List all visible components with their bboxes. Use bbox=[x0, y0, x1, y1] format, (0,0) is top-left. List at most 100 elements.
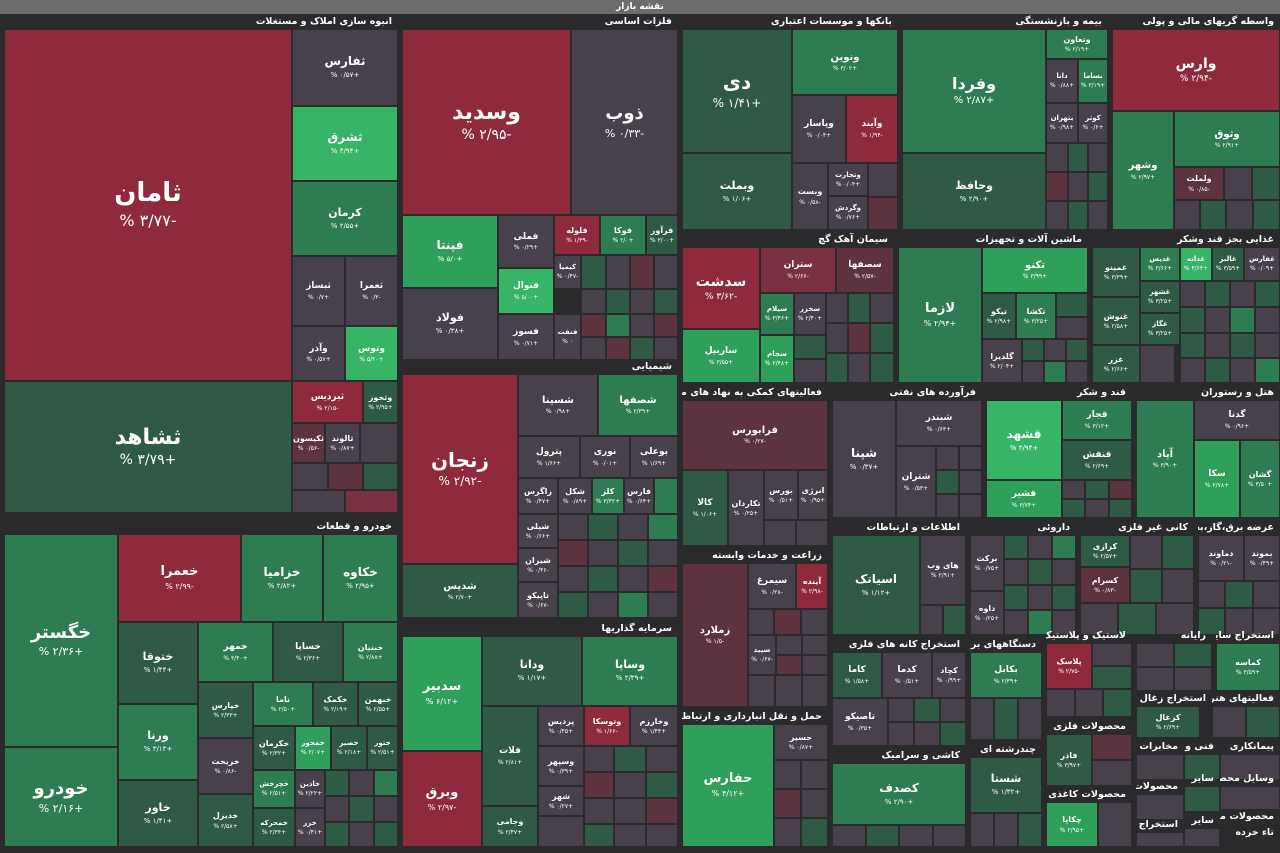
small-stock-tile[interactable] bbox=[1226, 200, 1253, 230]
small-stock-tile[interactable] bbox=[1130, 535, 1162, 569]
stock-tile[interactable]: سصفها -۲/۵۷ % bbox=[836, 247, 894, 293]
small-stock-tile[interactable] bbox=[325, 770, 349, 796]
small-stock-tile[interactable] bbox=[1075, 689, 1103, 717]
stock-tile[interactable]: ولملت -۰/۸۵ % bbox=[1174, 167, 1224, 200]
small-stock-tile[interactable] bbox=[1092, 760, 1132, 786]
small-stock-tile[interactable] bbox=[914, 698, 940, 722]
small-stock-tile[interactable] bbox=[1109, 480, 1132, 499]
small-stock-tile[interactable] bbox=[802, 655, 828, 675]
stock-tile[interactable]: وجامی +۲/۴۷ % bbox=[482, 806, 538, 847]
small-stock-tile[interactable] bbox=[1253, 200, 1280, 230]
small-stock-tile[interactable] bbox=[606, 289, 630, 314]
sector-header[interactable]: سایر bbox=[1191, 773, 1214, 784]
stock-tile[interactable]: غگاز +۳/۲۵ % bbox=[1140, 313, 1180, 345]
small-stock-tile[interactable] bbox=[774, 760, 801, 789]
small-stock-tile[interactable] bbox=[940, 698, 966, 722]
small-stock-tile[interactable] bbox=[1136, 667, 1174, 691]
small-stock-tile[interactable] bbox=[1046, 201, 1068, 230]
small-stock-tile[interactable] bbox=[1130, 569, 1162, 603]
stock-tile[interactable]: کاما +۱/۵۸ % bbox=[832, 652, 882, 698]
stock-tile[interactable]: وگردش +۰/۷۶ % bbox=[828, 196, 868, 230]
small-stock-tile[interactable] bbox=[1220, 786, 1280, 810]
stock-tile[interactable]: بتهران +۰/۹۸ % bbox=[1046, 103, 1078, 143]
small-stock-tile[interactable] bbox=[970, 813, 994, 847]
small-stock-tile[interactable] bbox=[933, 825, 966, 847]
stock-tile[interactable]: ورنا +۳/۱۳ % bbox=[118, 704, 198, 780]
small-stock-tile[interactable] bbox=[345, 490, 398, 513]
stock-tile[interactable]: سپید -۰/۶۷ % bbox=[748, 635, 776, 675]
small-stock-tile[interactable] bbox=[349, 796, 374, 822]
stock-tile[interactable]: شیران -۰/۴۶ % bbox=[518, 548, 558, 582]
stock-tile[interactable]: ثبساز +۰/۷ % bbox=[292, 256, 345, 326]
small-stock-tile[interactable] bbox=[646, 824, 678, 847]
stock-tile[interactable]: قجار +۳/۱۲ % bbox=[1062, 400, 1132, 440]
small-stock-tile[interactable] bbox=[646, 798, 678, 824]
small-stock-tile[interactable] bbox=[1140, 345, 1175, 383]
small-stock-tile[interactable] bbox=[848, 323, 870, 353]
stock-tile[interactable]: خکاوه +۲/۹۵ % bbox=[323, 534, 398, 622]
stock-tile[interactable]: ثبردیس -۲/۱۵ % bbox=[292, 381, 363, 423]
small-stock-tile[interactable] bbox=[1205, 281, 1230, 307]
stock-tile[interactable]: خساپا +۲/۳۶ % bbox=[273, 622, 343, 682]
small-stock-tile[interactable] bbox=[584, 798, 614, 824]
small-stock-tile[interactable] bbox=[618, 592, 648, 618]
stock-tile[interactable]: خودرو +۲/۱۶ % bbox=[4, 747, 118, 847]
small-stock-tile[interactable] bbox=[1028, 535, 1052, 559]
stock-tile[interactable]: ثکیسون -۰/۵۶ % bbox=[292, 423, 325, 463]
small-stock-tile[interactable] bbox=[630, 289, 654, 314]
small-stock-tile[interactable] bbox=[899, 825, 933, 847]
stock-tile[interactable]: وتعاون +۲/۱۹ % bbox=[1046, 29, 1108, 59]
small-stock-tile[interactable] bbox=[775, 675, 802, 707]
small-stock-tile[interactable] bbox=[1198, 581, 1225, 608]
small-stock-tile[interactable] bbox=[648, 566, 678, 592]
sector-header[interactable]: زراعت و خدمات وابسته bbox=[712, 550, 822, 561]
small-stock-tile[interactable] bbox=[1136, 832, 1184, 847]
stock-tile[interactable]: فپنتا +۵/۰ % bbox=[402, 215, 498, 288]
stock-tile[interactable]: فرابورس -۰/۲۷ % bbox=[682, 400, 828, 470]
stock-tile[interactable]: کدما +۰/۵۱ % bbox=[882, 652, 932, 698]
stock-tile[interactable]: تکنو +۳/۹۹ % bbox=[982, 247, 1088, 293]
stock-tile[interactable]: فملی +۰/۲۹ % bbox=[498, 215, 554, 268]
sector-header[interactable]: واسطه گریهای مالی و پولی bbox=[1142, 16, 1274, 27]
small-stock-tile[interactable] bbox=[363, 463, 398, 490]
stock-tile[interactable]: غنوش +۲/۵۸ % bbox=[1092, 297, 1140, 345]
small-stock-tile[interactable] bbox=[801, 818, 828, 847]
sector-header[interactable]: استخراج زغال bbox=[1139, 693, 1206, 704]
stock-tile[interactable]: تکاردان +۰/۲۵ % bbox=[728, 470, 764, 546]
small-stock-tile[interactable] bbox=[748, 675, 775, 707]
small-stock-tile[interactable] bbox=[1156, 603, 1194, 635]
small-stock-tile[interactable] bbox=[618, 540, 648, 566]
stock-tile[interactable]: وپاسار +۰/۰۴ % bbox=[792, 95, 846, 163]
small-stock-tile[interactable] bbox=[584, 824, 614, 847]
stock-tile[interactable]: بکابل +۲/۳۹ % bbox=[970, 652, 1042, 698]
small-stock-tile[interactable] bbox=[1092, 666, 1132, 689]
small-stock-tile[interactable] bbox=[1230, 333, 1255, 358]
stock-tile[interactable]: غدانه +۴/۶۴ % bbox=[1180, 247, 1212, 281]
sector-header[interactable]: قند و شکر bbox=[1077, 387, 1126, 398]
stock-tile[interactable]: سجام +۲/۴۸ % bbox=[760, 335, 794, 383]
stock-tile[interactable]: خاذین +۲/۲۲ % bbox=[295, 770, 325, 808]
small-stock-tile[interactable] bbox=[614, 746, 646, 772]
small-stock-tile[interactable] bbox=[1224, 167, 1252, 200]
sector-header[interactable]: فعالیتهای هنری bbox=[1212, 693, 1274, 704]
small-stock-tile[interactable] bbox=[1184, 828, 1220, 847]
stock-tile[interactable]: ودانا +۱/۱۷ % bbox=[482, 636, 582, 706]
small-stock-tile[interactable] bbox=[1092, 734, 1132, 760]
stock-tile[interactable]: فنفت ۰ % bbox=[554, 314, 581, 360]
small-stock-tile[interactable] bbox=[654, 289, 678, 314]
small-stock-tile[interactable] bbox=[1253, 608, 1280, 635]
small-stock-tile[interactable] bbox=[1200, 200, 1226, 230]
small-stock-tile[interactable] bbox=[1018, 698, 1042, 740]
small-stock-tile[interactable] bbox=[630, 314, 654, 337]
stock-tile[interactable]: سکا +۲/۷۸ % bbox=[1194, 440, 1240, 518]
sector-header[interactable]: خودرو و قطعات bbox=[316, 521, 392, 532]
small-stock-tile[interactable] bbox=[584, 772, 614, 798]
stock-tile[interactable]: کسرام -۰/۸۳ % bbox=[1080, 567, 1130, 603]
sector-header[interactable]: ماشین آلات و تجهیزات bbox=[975, 234, 1082, 245]
small-stock-tile[interactable] bbox=[1044, 361, 1066, 383]
small-stock-tile[interactable] bbox=[1085, 480, 1109, 499]
small-stock-tile[interactable] bbox=[558, 514, 588, 540]
small-stock-tile[interactable] bbox=[796, 520, 828, 546]
stock-tile[interactable]: زاگرس +۰/۴۷ % bbox=[518, 478, 558, 514]
stock-tile[interactable]: وسپهر +۰/۳۹ % bbox=[538, 746, 584, 786]
